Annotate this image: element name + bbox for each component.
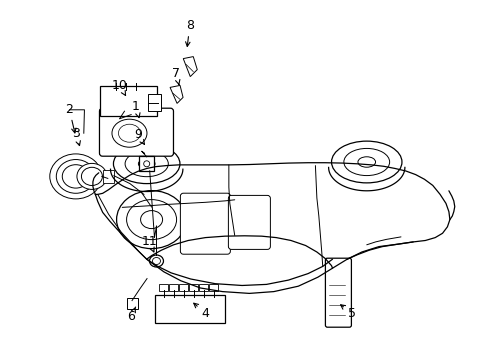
Ellipse shape — [357, 157, 375, 167]
Text: 11: 11 — [141, 235, 157, 248]
FancyBboxPatch shape — [325, 258, 351, 327]
Text: 5: 5 — [347, 307, 355, 320]
Text: 1: 1 — [132, 100, 140, 113]
Ellipse shape — [116, 190, 186, 249]
FancyBboxPatch shape — [155, 294, 224, 323]
Ellipse shape — [138, 159, 155, 169]
Ellipse shape — [112, 119, 147, 147]
Text: 10: 10 — [112, 79, 127, 92]
Text: 3: 3 — [72, 127, 80, 140]
Ellipse shape — [149, 255, 163, 267]
Polygon shape — [170, 85, 183, 103]
FancyBboxPatch shape — [147, 94, 161, 111]
Ellipse shape — [152, 257, 160, 265]
FancyBboxPatch shape — [189, 284, 198, 291]
Ellipse shape — [141, 211, 162, 229]
FancyBboxPatch shape — [209, 284, 218, 291]
Polygon shape — [183, 57, 197, 77]
Ellipse shape — [331, 141, 401, 183]
FancyBboxPatch shape — [99, 108, 173, 156]
Text: 4: 4 — [201, 307, 209, 320]
Ellipse shape — [118, 124, 140, 142]
FancyBboxPatch shape — [100, 86, 157, 116]
FancyBboxPatch shape — [179, 284, 188, 291]
FancyBboxPatch shape — [180, 193, 230, 254]
Text: 6: 6 — [127, 310, 135, 323]
Ellipse shape — [113, 144, 180, 184]
FancyBboxPatch shape — [103, 170, 114, 183]
Ellipse shape — [125, 151, 168, 177]
FancyBboxPatch shape — [159, 284, 168, 291]
FancyBboxPatch shape — [228, 195, 270, 249]
Text: 8: 8 — [185, 19, 193, 32]
Ellipse shape — [126, 199, 176, 240]
FancyBboxPatch shape — [139, 156, 154, 171]
Ellipse shape — [343, 148, 389, 176]
Ellipse shape — [77, 163, 107, 189]
FancyBboxPatch shape — [199, 284, 208, 291]
FancyBboxPatch shape — [126, 298, 137, 309]
Ellipse shape — [81, 167, 102, 185]
Text: 9: 9 — [134, 129, 142, 141]
Text: 2: 2 — [65, 103, 73, 116]
Ellipse shape — [143, 161, 149, 167]
Text: 7: 7 — [172, 67, 180, 80]
FancyBboxPatch shape — [169, 284, 178, 291]
